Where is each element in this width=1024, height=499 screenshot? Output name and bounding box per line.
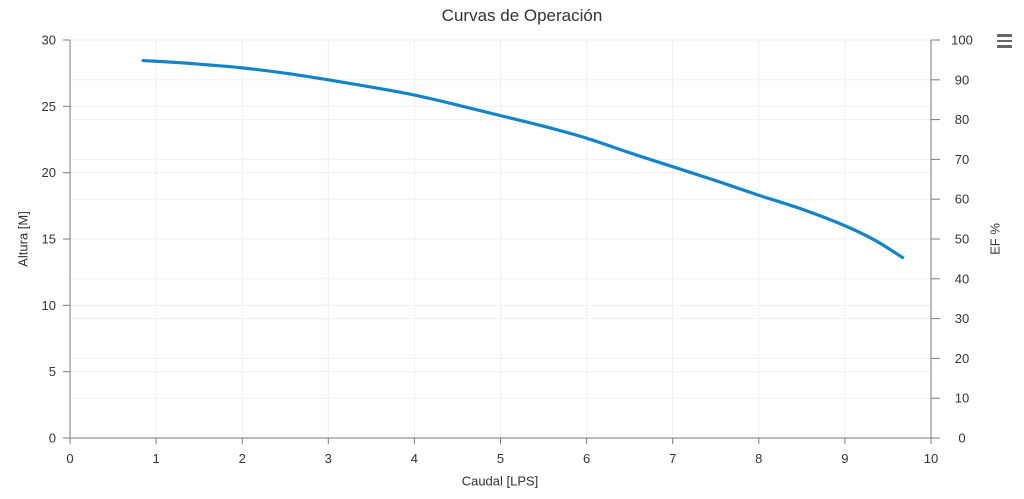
y-tick-label-right: 20 [955,351,969,366]
y-tick-label-left: 10 [42,298,56,313]
x-tick-label: 9 [841,451,848,466]
x-tick-label: 3 [325,451,332,466]
y-tick-label-left: 25 [42,99,56,114]
x-tick-label: 8 [755,451,762,466]
x-tick-label: 6 [583,451,590,466]
y-tick-label-left: 15 [42,232,56,247]
y-tick-label-left: 30 [42,33,56,48]
y-axis-title-left: Altura [M] [15,211,31,267]
menu-bar [997,45,1012,48]
y-tick-label-right: 70 [955,152,969,167]
y-tick-label-left: 5 [49,364,56,379]
menu-bar [997,39,1012,43]
chart-context-menu-button[interactable] [992,29,1018,53]
x-tick-label: 7 [669,451,676,466]
y-tick-label-right: 80 [955,112,969,127]
x-axis-title: Caudal [LPS] [461,473,539,489]
series-curve[interactable] [141,58,905,260]
y-tick-label-right: 40 [955,271,969,286]
y-tick-label-right: 60 [955,192,969,207]
x-tick-label: 10 [924,451,938,466]
y-tick-label-right: 30 [955,311,969,326]
y-tick-label-right: 10 [955,391,969,406]
x-tick-label: 2 [239,451,246,466]
y-tick-label-right: 0 [958,431,965,446]
menu-bar [997,34,1012,37]
x-tick-label: 5 [497,451,504,466]
chart-title: Curvas de Operación [441,6,603,25]
y-tick-label-right: 100 [951,33,973,48]
y-tick-label-right: 90 [955,72,969,87]
y-tick-label-right: 50 [955,232,969,247]
x-tick-label: 0 [66,451,73,466]
y-tick-label-left: 20 [42,165,56,180]
y-tick-label-left: 0 [49,431,56,446]
hamburger-menu-icon [997,34,1013,48]
x-tick-label: 1 [152,451,159,466]
x-tick-label: 4 [411,451,418,466]
y-axis-title-right: EF % [987,223,1003,255]
